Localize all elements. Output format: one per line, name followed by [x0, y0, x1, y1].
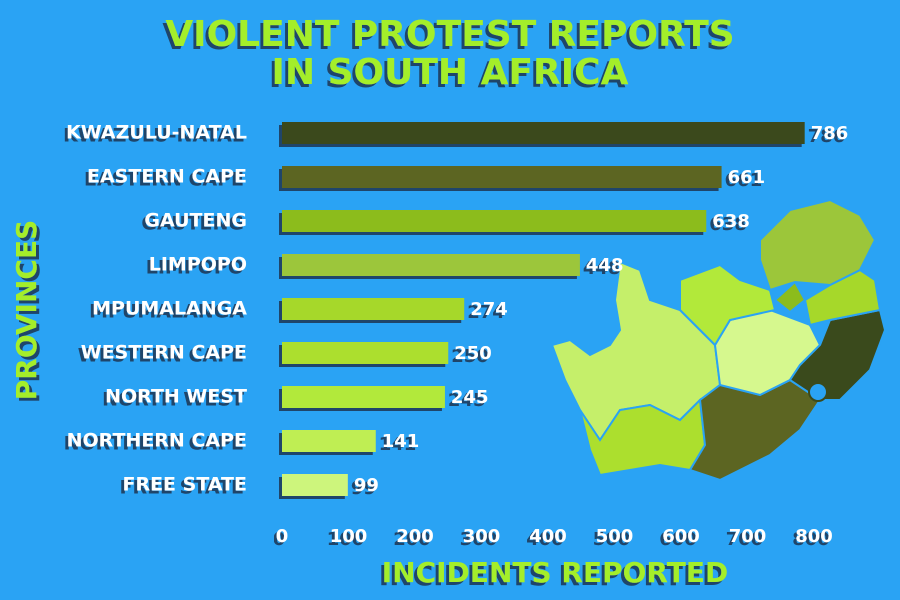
y-tick-label: WESTERN CAPE	[81, 342, 247, 364]
y-tick-label: MPUMALANGA	[92, 298, 247, 320]
bar	[282, 474, 348, 496]
value-label: 141	[382, 431, 420, 452]
y-tick-label: NORTHERN CAPE	[67, 430, 247, 452]
value-label: 99	[354, 475, 379, 496]
y-tick-label: EASTERN CAPE	[87, 166, 247, 188]
bar	[282, 386, 445, 408]
bar	[282, 342, 449, 364]
value-label: 786	[811, 123, 849, 144]
bar	[282, 166, 722, 188]
value-label: 250	[454, 343, 492, 364]
y-axis-label: PROVINCES	[10, 220, 43, 401]
bar	[282, 298, 465, 320]
bar	[282, 122, 805, 144]
x-tick-label: 400	[529, 526, 567, 547]
value-label: 448	[586, 255, 624, 276]
value-label: 638	[712, 211, 750, 232]
value-label: 245	[451, 387, 489, 408]
bar	[282, 430, 376, 452]
y-tick-label: NORTH WEST	[105, 386, 247, 408]
south-africa-map	[550, 198, 887, 482]
value-label: 274	[470, 299, 508, 320]
x-tick-label: 100	[330, 526, 368, 547]
x-axis-label: INCIDENTS REPORTED	[382, 556, 728, 589]
chart-title: VIOLENT PROTEST REPORTS	[165, 14, 734, 55]
x-tick-label: 300	[463, 526, 501, 547]
x-tick-label: 0	[276, 526, 289, 547]
chart-title: IN SOUTH AFRICA	[272, 52, 629, 93]
bar	[282, 254, 580, 276]
x-tick-label: 500	[596, 526, 634, 547]
y-tick-label: LIMPOPO	[149, 254, 247, 276]
bar	[282, 210, 707, 232]
y-tick-label: FREE STATE	[122, 474, 247, 496]
x-tick-label: 200	[396, 526, 434, 547]
x-tick-label: 700	[729, 526, 767, 547]
x-tick-label: 800	[795, 526, 833, 547]
y-tick-label: KWAZULU-NATAL	[66, 122, 247, 144]
x-tick-label: 600	[662, 526, 700, 547]
value-label: 661	[728, 167, 766, 188]
y-tick-label: GAUTENG	[144, 210, 247, 232]
